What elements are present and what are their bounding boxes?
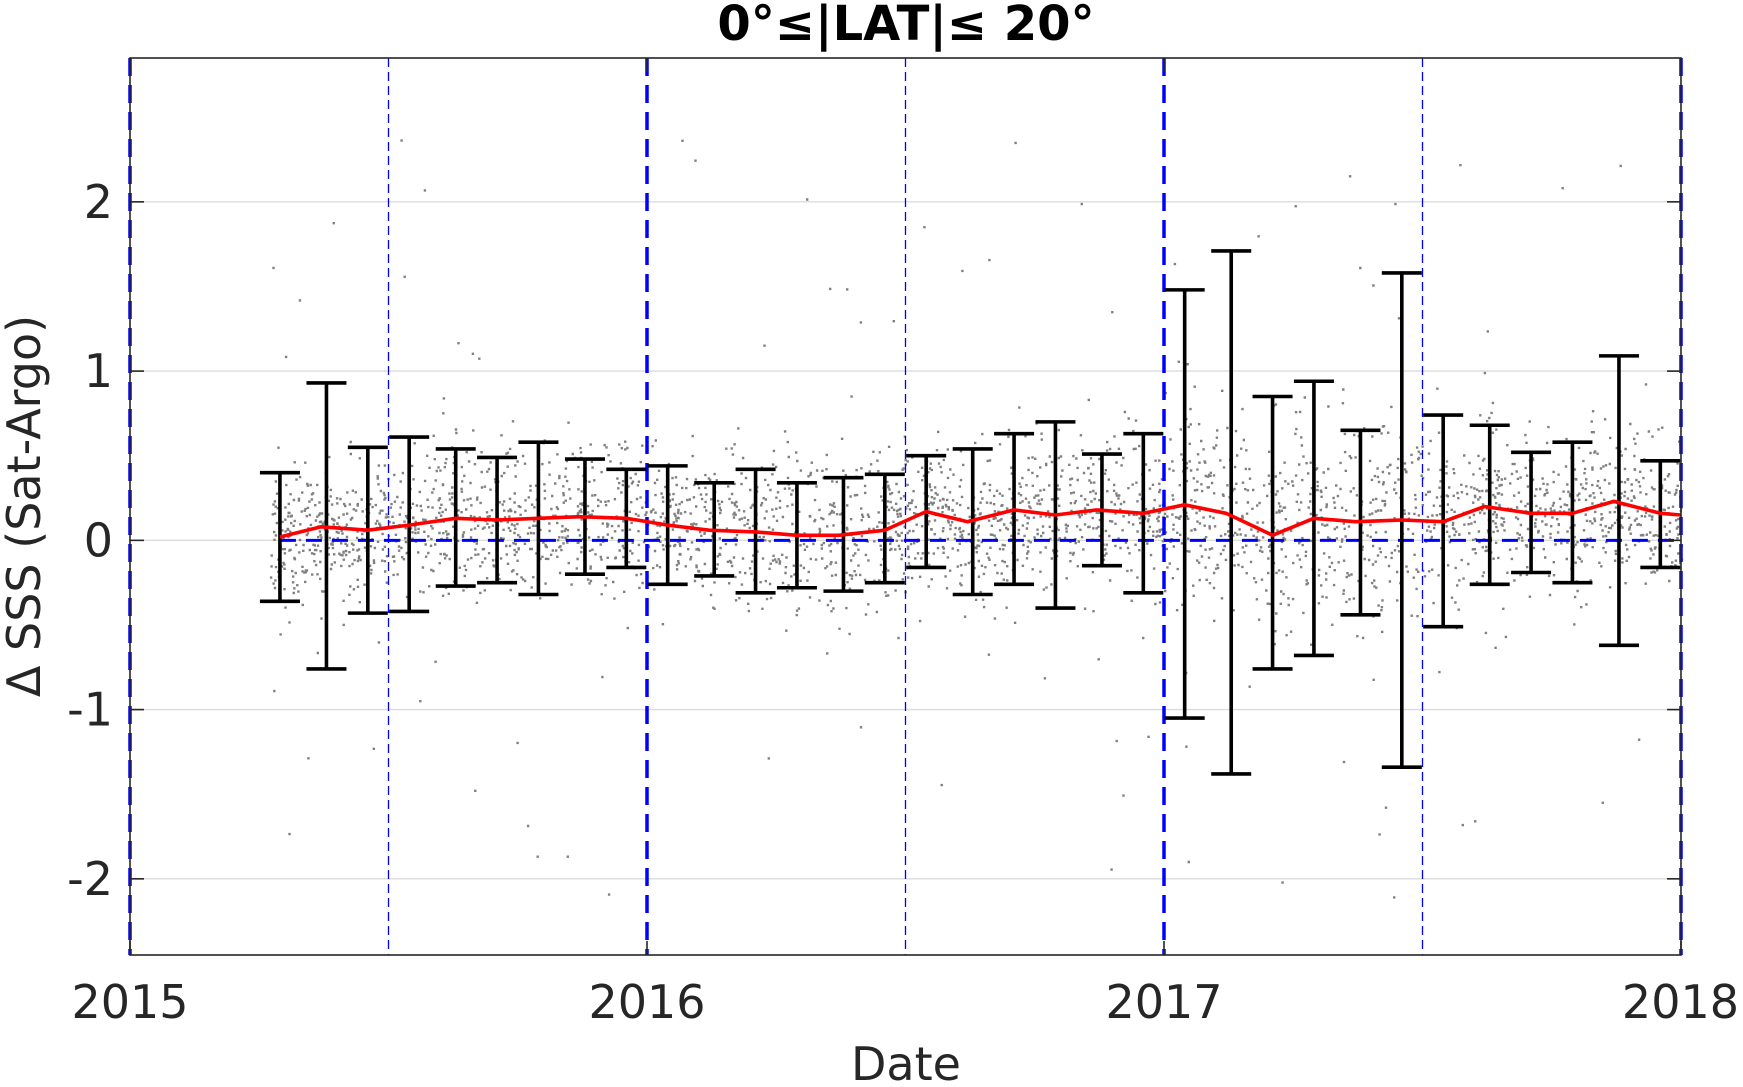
error-bar (1598, 354, 1639, 648)
x-tick-label: 2016 (588, 975, 705, 1029)
error-bar (1469, 423, 1510, 587)
error-bar (1211, 249, 1252, 776)
x-axis-label: Date (851, 1037, 961, 1087)
plot-area-frame (129, 57, 1682, 956)
mean-line (279, 499, 1682, 539)
y-axis-ticks: -2 -1 0 1 2 (67, 175, 1681, 906)
chart-title: 0°≤|LAT|≤ 20° (717, 0, 1094, 52)
y-tick-label: -2 (67, 852, 113, 906)
x-tick-label: 2018 (1622, 975, 1739, 1029)
x-tick-label: 2015 (71, 975, 188, 1029)
y-tick-label: 0 (84, 513, 113, 567)
x-tick-label: 2017 (1105, 975, 1222, 1029)
y-tick-label: -1 (67, 683, 113, 737)
error-bar (1252, 394, 1293, 671)
y-tick-label: 2 (84, 175, 113, 229)
y-axis-label: Δ SSS (Sat-Argo) (0, 315, 51, 697)
x-axis-ticks: 2015 2016 2017 2018 (71, 58, 1739, 1029)
mean-line-layer (279, 499, 1682, 539)
y-tick-label: 1 (84, 344, 113, 398)
